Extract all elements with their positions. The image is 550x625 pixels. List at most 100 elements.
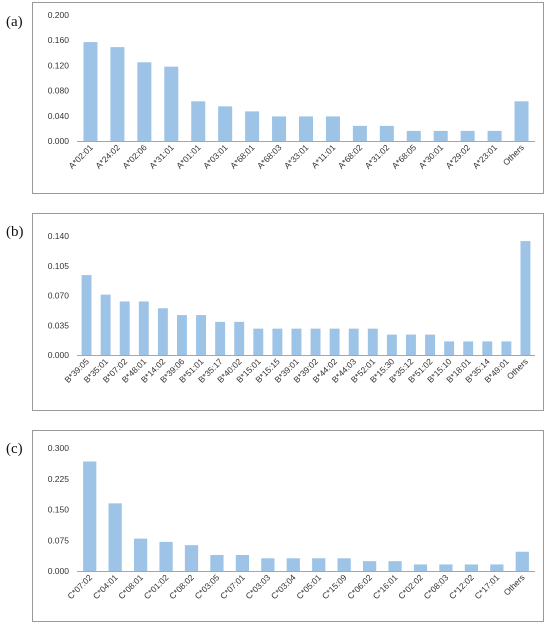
chart-c-category-label: C*04:01 xyxy=(91,572,120,601)
chart-b-bar xyxy=(405,334,416,355)
chart-a-bar xyxy=(191,101,206,141)
chart-a-category-label: A*24:02 xyxy=(93,142,122,171)
chart-b-bar xyxy=(463,341,474,355)
chart-b-bar xyxy=(138,301,149,355)
chart-c-ytick-label: 0.300 xyxy=(48,443,70,453)
chart-c-ytick-label: 0.000 xyxy=(48,566,70,576)
chart-c-category-label: C*03:03 xyxy=(243,572,272,601)
chart-a-bar xyxy=(379,125,394,141)
chart-a: 0.000 0.040 0.080 0.120 0.160 0.200 A*02:01 A*2… xyxy=(32,2,544,194)
chart-c: 0.000 0.075 0.150 0.225 0.300 C*07:02 C*04:01 C… xyxy=(32,430,544,622)
chart-c-category-label: C*08:01 xyxy=(116,572,145,601)
chart-c-bar xyxy=(439,564,453,571)
chart-a-bar xyxy=(245,111,260,141)
chart-a-category-label: A*33:01 xyxy=(282,142,311,171)
chart-b-bar xyxy=(482,341,493,355)
chart-b-bar xyxy=(501,341,512,355)
chart-b-category-label: Others xyxy=(505,356,530,381)
chart-c-bar xyxy=(261,558,275,571)
chart-a-category-label: A*31:01 xyxy=(147,142,176,171)
chart-b-bar xyxy=(329,328,340,355)
chart-a-category-label: A*01:01 xyxy=(174,142,203,171)
chart-c-bar xyxy=(362,561,377,571)
chart-b-bar xyxy=(425,334,436,355)
chart-b-bar xyxy=(157,308,168,355)
chart-c-bar xyxy=(133,538,148,571)
chart-c-category-label: C*02:02 xyxy=(396,572,425,601)
chart-a-bar xyxy=(433,130,448,141)
chart-c-bar xyxy=(413,564,428,571)
chart-b-ytick-label: 0.035 xyxy=(48,320,70,330)
chart-b-bar xyxy=(176,315,187,355)
chart-b: 0.000 0.035 0.070 0.105 0.140 B*39:05 B*35:01 B… xyxy=(32,213,544,411)
chart-b-bar xyxy=(386,334,397,355)
chart-b-bar xyxy=(291,328,302,355)
chart-c-category-label: C*03:05 xyxy=(193,572,222,601)
chart-c-category-label: C*03:04 xyxy=(269,572,298,601)
chart-c-category-label: C*05:01 xyxy=(294,572,323,601)
chart-a-bar xyxy=(110,47,125,141)
chart-c-bar xyxy=(210,555,224,571)
chart-a-category-label: Others xyxy=(501,142,526,167)
chart-c-category-label: C*07:01 xyxy=(218,572,247,601)
chart-a-ytick-label: 0.160 xyxy=(48,35,70,45)
chart-b-bar xyxy=(100,294,111,355)
chart-a-bar xyxy=(514,101,529,141)
chart-c-category-label: Others xyxy=(502,572,527,597)
chart-c-bar xyxy=(464,564,479,571)
chart-c-ytick-label: 0.225 xyxy=(48,474,70,484)
chart-c-category-label: C*15:09 xyxy=(320,572,349,601)
chart-b-svg: 0.0000.0350.0700.1050.140B*39:05B*35:01B… xyxy=(48,231,535,385)
chart-a-category-label: A*31:02 xyxy=(363,142,392,171)
chart-c-bar xyxy=(286,558,300,571)
chart-b-bar xyxy=(367,328,378,355)
chart-b-bar xyxy=(272,328,283,355)
chart-b-bar xyxy=(310,328,321,355)
chart-c-category-label: C*01:02 xyxy=(142,572,171,601)
chart-b-bar xyxy=(119,301,130,355)
chart-c-bar xyxy=(515,551,529,571)
chart-a-ytick-label: 0.120 xyxy=(48,60,70,70)
chart-b-ytick-label: 0.105 xyxy=(48,261,70,271)
chart-a-category-label: A*02:06 xyxy=(120,142,149,171)
chart-c-bar xyxy=(159,541,173,571)
chart-c-category-label: C*17:01 xyxy=(472,572,501,601)
chart-c-bar xyxy=(337,558,351,571)
chart-a-svg: 0.0000.0400.0800.1200.1600.200A*02:01A*2… xyxy=(48,10,535,171)
chart-a-bar xyxy=(164,66,179,141)
chart-a-bar xyxy=(352,125,367,141)
chart-a-bar xyxy=(406,130,421,141)
chart-a-ytick-label: 0.080 xyxy=(48,86,70,96)
chart-b-bar xyxy=(520,241,531,355)
chart-a-bar xyxy=(218,106,233,141)
chart-b-ytick-label: 0.070 xyxy=(48,291,70,301)
chart-a-ytick-label: 0.000 xyxy=(48,136,70,146)
chart-a-ytick-label: 0.040 xyxy=(48,111,70,121)
chart-b-bar xyxy=(196,315,207,355)
chart-a-bar xyxy=(272,116,287,141)
panel-a-label: (a) xyxy=(6,14,23,30)
panel-b-label: (b) xyxy=(6,224,24,240)
chart-a-category-label: A*02:01 xyxy=(66,142,95,171)
chart-c-bar xyxy=(388,561,402,571)
chart-b-bar xyxy=(81,275,92,355)
chart-c-category-label: C*08:02 xyxy=(167,572,196,601)
chart-c-ytick-label: 0.075 xyxy=(48,535,70,545)
chart-a-category-label: A*11:01 xyxy=(309,142,337,170)
chart-a-bar xyxy=(298,116,314,141)
chart-b-ytick-label: 0.140 xyxy=(48,231,70,241)
chart-a-category-label: A*68:03 xyxy=(255,142,284,171)
chart-b-bar xyxy=(215,321,226,355)
chart-a-category-label: A*68:02 xyxy=(336,142,365,171)
chart-c-bar xyxy=(83,461,97,571)
panel-c-label: (c) xyxy=(6,441,23,457)
chart-c-svg: 0.0000.0750.1500.2250.300C*07:02C*04:01C… xyxy=(48,443,535,601)
chart-b-bar xyxy=(444,341,455,355)
chart-a-ytick-label: 0.200 xyxy=(48,10,70,20)
chart-c-category-label: C*16:01 xyxy=(371,572,400,601)
chart-a-category-label: A*29:02 xyxy=(444,142,473,171)
chart-a-bar xyxy=(83,42,98,142)
chart-b-bar xyxy=(253,328,264,355)
chart-c-category-label: C*12:02 xyxy=(447,572,476,601)
chart-b-ytick-label: 0.000 xyxy=(48,350,70,360)
